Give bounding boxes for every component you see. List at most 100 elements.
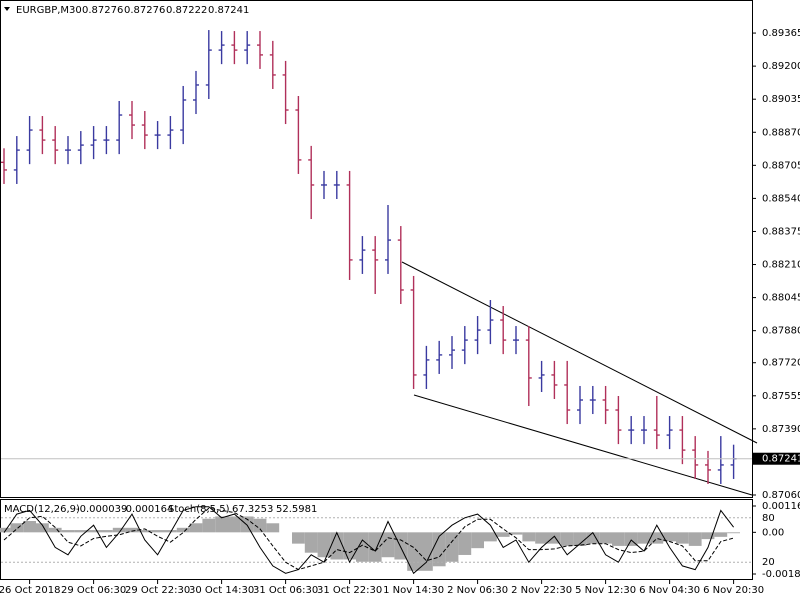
y-tick-label: 0.87720 [762,358,800,369]
macd-bar [189,523,203,533]
symbol: EURGBP,M30 [16,5,82,16]
stoch-main-line [3,506,734,575]
macd-bar [586,532,600,544]
y-tick-label: 0.89365 [762,28,800,39]
x-tick-label: 29 Oct 22:30 [125,585,190,596]
menu-triangle [4,7,10,11]
macd-bar [484,532,497,542]
y2-tick-label: 80 [762,513,775,524]
macd-bar [650,532,664,544]
x-tick-label: 2 Nov 06:30 [447,585,508,596]
macd-bar [471,532,484,549]
stoch-value: 52.5981 [276,504,317,515]
macd-bar [240,516,254,533]
macd-bar [23,521,36,533]
macd-bar [727,532,740,534]
macd-bar [420,532,433,571]
y-tick-label: 0.88870 [762,127,800,138]
macd-bar [368,532,382,562]
macd-bar [100,530,113,533]
macd-bar [304,532,318,553]
macd-bar [663,532,676,542]
macd-bar [253,518,267,533]
y-tick-label: 0.89035 [762,94,800,105]
macd-bar [548,532,561,544]
y-tick-label: 0.88540 [762,193,800,204]
stoch-signal-line [3,507,734,571]
macd-label: MACD(12,26,9) [4,504,80,515]
macd-bar [164,530,177,533]
y-tick-label: 0.87060 [762,490,800,501]
x-tick-label: 26 Oct 2018 [0,585,61,596]
macd-bar [228,516,241,533]
x-tick-label: 6 Nov 20:30 [703,585,764,596]
header-value: 0.87276 [124,5,165,16]
last-price-box [753,452,800,465]
macd-bar [560,532,574,546]
main-panel [0,0,753,498]
macd-bar [458,532,472,555]
macd-bar [522,532,536,542]
x-tick-label: 30 Oct 14:30 [189,585,254,596]
macd-bar [112,527,126,533]
macd-bar [701,532,715,540]
trend-line-upper [401,261,758,444]
macd-bar [48,527,62,533]
y-tick-label: -0.001841 [762,569,800,580]
header-value: 0.87276 [82,5,123,16]
macd-bar [138,530,152,533]
macd-bar [330,532,344,560]
macd-bar [292,532,305,544]
macd-bar [637,532,651,544]
macd-bar [343,532,356,560]
macd-bar [381,532,395,558]
y-tick-label: 0.88705 [762,160,800,171]
y-tick-label: 0.00 [762,527,784,538]
header-value: 0.87241 [208,5,249,16]
y-tick-label: 0.87555 [762,391,800,402]
y-tick-label: 0.001163 [762,501,800,512]
macd-bar [599,532,612,544]
macd-bar [87,530,100,533]
macd-bar [61,530,75,533]
y-tick-label: 0.88045 [762,293,800,304]
macd-bar [676,532,689,544]
x-tick-label: 5 Nov 12:30 [575,585,636,596]
y-tick-label: 0.89200 [762,61,800,72]
macd-bar [445,532,459,562]
macd-bar [573,532,587,546]
macd-bar [535,532,548,544]
macd-bar [612,532,625,546]
macd-bar [125,527,139,533]
macd-bar [317,532,331,558]
y2-tick-label: 20 [762,557,775,568]
macd-bar [266,523,280,533]
macd-value: -0.000039 [76,504,127,515]
macd-bar [202,518,216,533]
y-tick-label: 0.88210 [762,260,800,271]
last-price-label: 0.87241 [762,454,800,465]
stoch-value: 67.3253 [232,504,273,515]
macd-bar [10,523,24,533]
header-value: 0.87222 [166,5,207,16]
macd-bar [74,530,88,533]
x-tick-label: 1 Nov 14:30 [383,585,444,596]
macd-bar [215,516,228,533]
macd-bar [36,523,49,533]
macd-bar [151,530,164,533]
x-tick-label: 29 Oct 06:30 [61,585,126,596]
x-tick-label: 6 Nov 04:30 [639,585,700,596]
macd-bar [688,532,702,546]
x-tick-label: 2 Nov 22:30 [511,585,572,596]
macd-bar [714,532,728,537]
y-tick-label: 0.87390 [762,424,800,435]
x-tick-label: 31 Oct 06:30 [253,585,318,596]
y-tick-label: 0.87880 [762,326,800,337]
y-tick-label: 0.88375 [762,226,800,237]
stoch-label: Stoch(8,5,5) [168,504,230,515]
macd-bar [509,532,523,535]
macd-bar [407,532,420,571]
macd-bar [496,532,510,537]
